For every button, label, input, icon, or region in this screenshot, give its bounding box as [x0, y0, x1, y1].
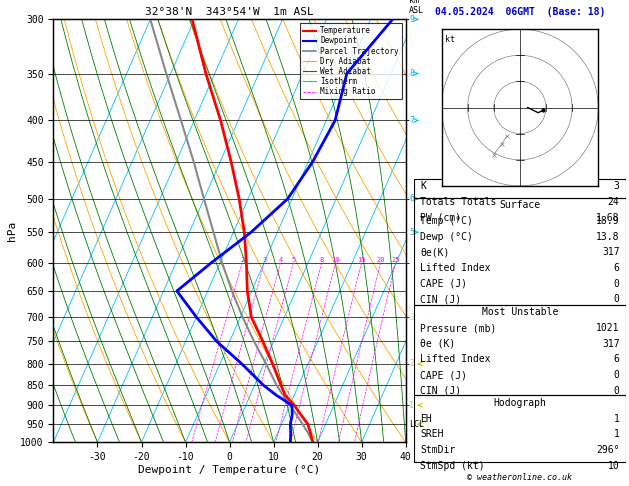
- Bar: [414, 396, 626, 462]
- Text: SREH: SREH: [420, 429, 443, 439]
- Text: kt: kt: [445, 35, 455, 44]
- Text: CAPE (J): CAPE (J): [420, 370, 467, 380]
- Text: StmDir: StmDir: [420, 445, 455, 455]
- Text: 1021: 1021: [596, 323, 620, 333]
- Text: 296°: 296°: [596, 445, 620, 455]
- Text: 15: 15: [357, 257, 365, 263]
- Text: Totals Totals: Totals Totals: [420, 197, 497, 207]
- Text: 24: 24: [608, 197, 620, 207]
- Text: 25: 25: [391, 257, 400, 263]
- Text: 5: 5: [409, 228, 415, 237]
- Text: 3: 3: [262, 257, 266, 263]
- Text: Dewp (°C): Dewp (°C): [420, 231, 473, 242]
- Text: 1.68: 1.68: [596, 212, 620, 223]
- Text: PW (cm): PW (cm): [420, 212, 461, 223]
- Text: 1: 1: [409, 401, 415, 410]
- Text: 3: 3: [614, 181, 620, 191]
- Text: LCL: LCL: [409, 420, 424, 429]
- Bar: [414, 198, 626, 305]
- Text: 3: 3: [409, 312, 415, 322]
- Text: 10: 10: [331, 257, 340, 263]
- Text: © weatheronline.co.uk: © weatheronline.co.uk: [467, 472, 572, 482]
- Text: K: K: [420, 181, 426, 191]
- Text: 8: 8: [320, 257, 324, 263]
- Text: Temp (°C): Temp (°C): [420, 216, 473, 226]
- Text: Lifted Index: Lifted Index: [420, 354, 491, 364]
- Text: 10: 10: [608, 461, 620, 470]
- Text: CAPE (J): CAPE (J): [420, 279, 467, 289]
- Text: 8: 8: [409, 69, 415, 78]
- Text: CIN (J): CIN (J): [420, 295, 461, 304]
- Text: 04.05.2024  06GMT  (Base: 18): 04.05.2024 06GMT (Base: 18): [435, 7, 605, 17]
- Bar: [414, 305, 626, 396]
- Title: 32°38'N  343°54'W  1m ASL: 32°38'N 343°54'W 1m ASL: [145, 7, 314, 17]
- Text: 13.8: 13.8: [596, 231, 620, 242]
- Text: θe (K): θe (K): [420, 339, 455, 349]
- Text: 4: 4: [279, 257, 282, 263]
- Text: 9: 9: [409, 15, 415, 24]
- Text: Pressure (mb): Pressure (mb): [420, 323, 497, 333]
- Text: 1: 1: [614, 414, 620, 423]
- Text: 5: 5: [291, 257, 296, 263]
- Text: StmSpd (kt): StmSpd (kt): [420, 461, 485, 470]
- Text: 0: 0: [614, 279, 620, 289]
- Text: 1: 1: [614, 429, 620, 439]
- Text: CIN (J): CIN (J): [420, 386, 461, 396]
- X-axis label: Dewpoint / Temperature (°C): Dewpoint / Temperature (°C): [138, 465, 321, 475]
- Text: 317: 317: [602, 247, 620, 257]
- Text: Lifted Index: Lifted Index: [420, 263, 491, 273]
- Text: 0: 0: [614, 370, 620, 380]
- Text: 6: 6: [614, 263, 620, 273]
- Text: km
ASL: km ASL: [409, 0, 424, 15]
- Text: 6: 6: [614, 354, 620, 364]
- Text: Most Unstable: Most Unstable: [482, 307, 558, 317]
- Text: 6: 6: [409, 194, 415, 203]
- Text: 7: 7: [409, 116, 415, 125]
- Text: 0: 0: [614, 295, 620, 304]
- Text: 20: 20: [376, 257, 385, 263]
- Text: 317: 317: [602, 339, 620, 349]
- Text: 2: 2: [240, 257, 244, 263]
- Text: θe(K): θe(K): [420, 247, 450, 257]
- Text: 2: 2: [409, 359, 415, 368]
- Text: 0: 0: [614, 386, 620, 396]
- Text: EH: EH: [420, 414, 432, 423]
- Bar: [414, 179, 626, 198]
- Text: 18.9: 18.9: [596, 216, 620, 226]
- Text: Hodograph: Hodograph: [493, 398, 547, 408]
- Text: Surface: Surface: [499, 200, 540, 210]
- Legend: Temperature, Dewpoint, Parcel Trajectory, Dry Adiabat, Wet Adiabat, Isotherm, Mi: Temperature, Dewpoint, Parcel Trajectory…: [299, 23, 402, 99]
- Y-axis label: hPa: hPa: [8, 221, 18, 241]
